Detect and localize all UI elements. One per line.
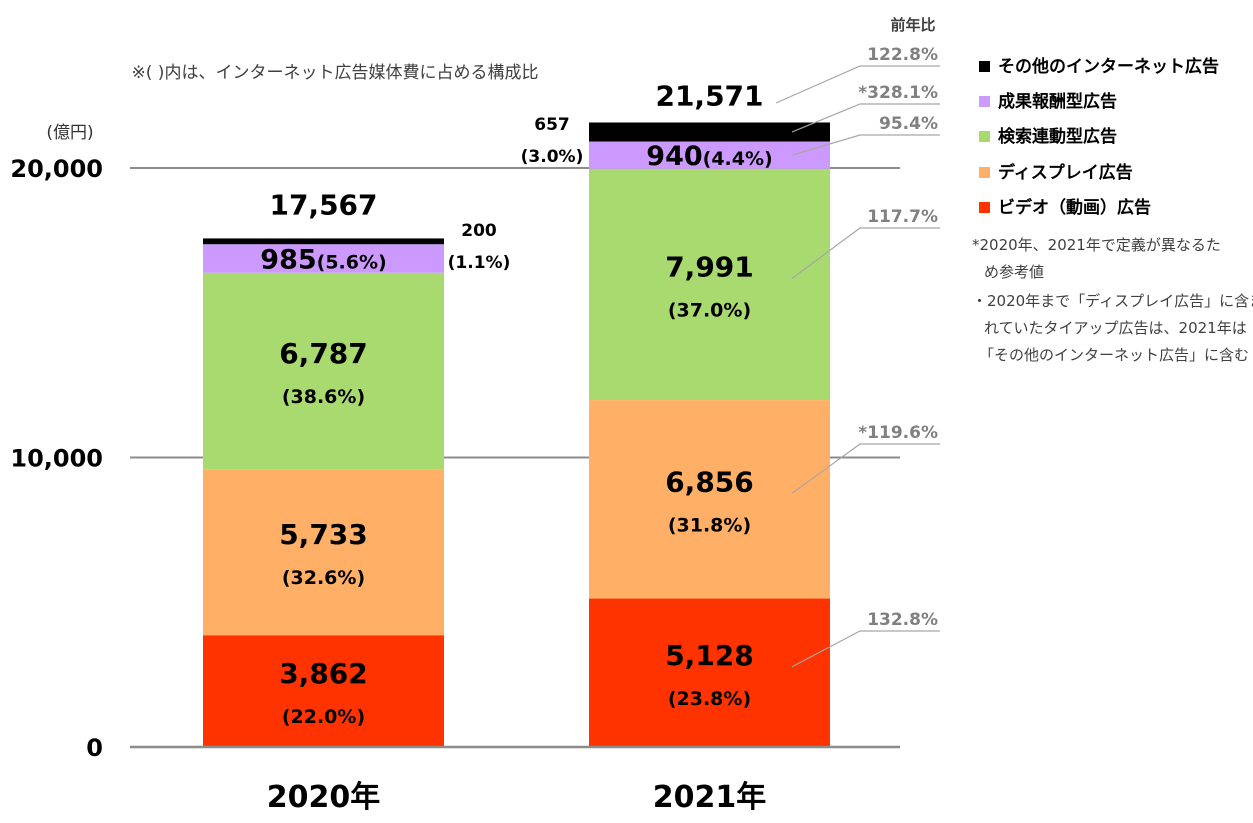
data-share-label: (3.0%)	[521, 147, 584, 167]
data-share-label: (37.0%)	[668, 299, 751, 321]
yoy-label: 132.8%	[867, 610, 938, 630]
data-label: 6,787	[279, 337, 368, 370]
footnote-line: め参考値	[984, 263, 1044, 281]
data-label: 985	[260, 244, 316, 275]
total-label: 17,567	[269, 188, 377, 221]
data-label-inline: 940(4.4%)	[646, 141, 772, 172]
bar-segment	[589, 122, 830, 142]
y-tick-label: 20,000	[10, 155, 103, 183]
leader-line-5	[791, 630, 940, 668]
yoy-label: *328.1%	[858, 83, 938, 103]
yoy-header: 前年比	[890, 16, 935, 34]
legend-entry: ビデオ（動画）広告	[998, 197, 1151, 218]
legend-entry: 成果報酬型広告	[998, 91, 1117, 112]
data-label: 657	[534, 115, 570, 135]
footnote-line: れていたタイアップ広告は、2021年は	[984, 319, 1247, 337]
leader-line-2	[791, 134, 940, 156]
data-share-label: (32.6%)	[282, 567, 365, 589]
bar-segment	[589, 141, 830, 169]
bar-segment	[203, 469, 444, 636]
data-label: 940	[646, 141, 702, 172]
yoy-label: 117.7%	[867, 207, 938, 227]
data-share-label: (5.6%)	[317, 251, 387, 273]
data-label: 200	[461, 221, 497, 241]
y-tick-label: 0	[86, 734, 103, 762]
footnote-line: *2020年、2021年で定義が異なるた	[972, 236, 1221, 254]
leader-line-3	[791, 227, 940, 279]
data-label: 5,128	[665, 639, 754, 672]
data-share-label: (22.0%)	[282, 706, 365, 728]
chart-note: ※( )内は、インターネット広告媒体費に占める構成比	[132, 63, 539, 83]
data-label-inline: 985(5.6%)	[260, 244, 386, 275]
data-label: 5,733	[279, 518, 368, 551]
data-label: 6,856	[665, 465, 754, 498]
data-share-label: (4.4%)	[703, 148, 773, 170]
legend-swatch	[979, 61, 990, 72]
leader-line-1	[791, 103, 940, 133]
legend-swatch	[979, 202, 990, 213]
data-label: 7,991	[665, 250, 754, 283]
y-axis-unit: (億円)	[46, 123, 93, 143]
data-share-label: (31.8%)	[668, 514, 751, 536]
bar-segment	[203, 635, 444, 747]
data-label: 3,862	[279, 657, 368, 690]
legend-swatch	[979, 96, 990, 107]
legend-swatch	[979, 131, 990, 142]
bar-segment	[203, 244, 444, 273]
x-tick-label: 2021年	[653, 780, 767, 815]
data-share-label: (23.8%)	[668, 688, 751, 710]
bar-segment	[589, 400, 830, 599]
footnote-line: ・2020年まで「ディスプレイ広告」に含ま	[972, 292, 1253, 310]
legend-swatch	[979, 167, 990, 178]
data-share-label: (38.6%)	[282, 386, 365, 408]
legend-entry: その他のインターネット広告	[998, 56, 1219, 77]
bar-segment	[203, 272, 444, 470]
leader-line-0	[775, 65, 940, 104]
legend-entry: ディスプレイ広告	[998, 162, 1133, 183]
leader-line-4	[791, 443, 940, 494]
bar-segment	[589, 598, 830, 747]
yoy-label: *119.6%	[858, 423, 938, 443]
legend-entry: 検索連動型広告	[998, 126, 1117, 147]
x-tick-label: 2020年	[267, 780, 381, 815]
y-tick-label: 10,000	[10, 445, 103, 473]
footnote-line: 「その他のインターネット広告」に含む	[979, 346, 1249, 364]
yoy-label: 95.4%	[879, 114, 938, 134]
yoy-label: 122.8%	[867, 45, 938, 65]
bar-segment	[589, 168, 830, 401]
total-label: 21,571	[655, 80, 763, 113]
data-share-label: (1.1%)	[448, 253, 511, 273]
bar-segment	[203, 238, 444, 245]
